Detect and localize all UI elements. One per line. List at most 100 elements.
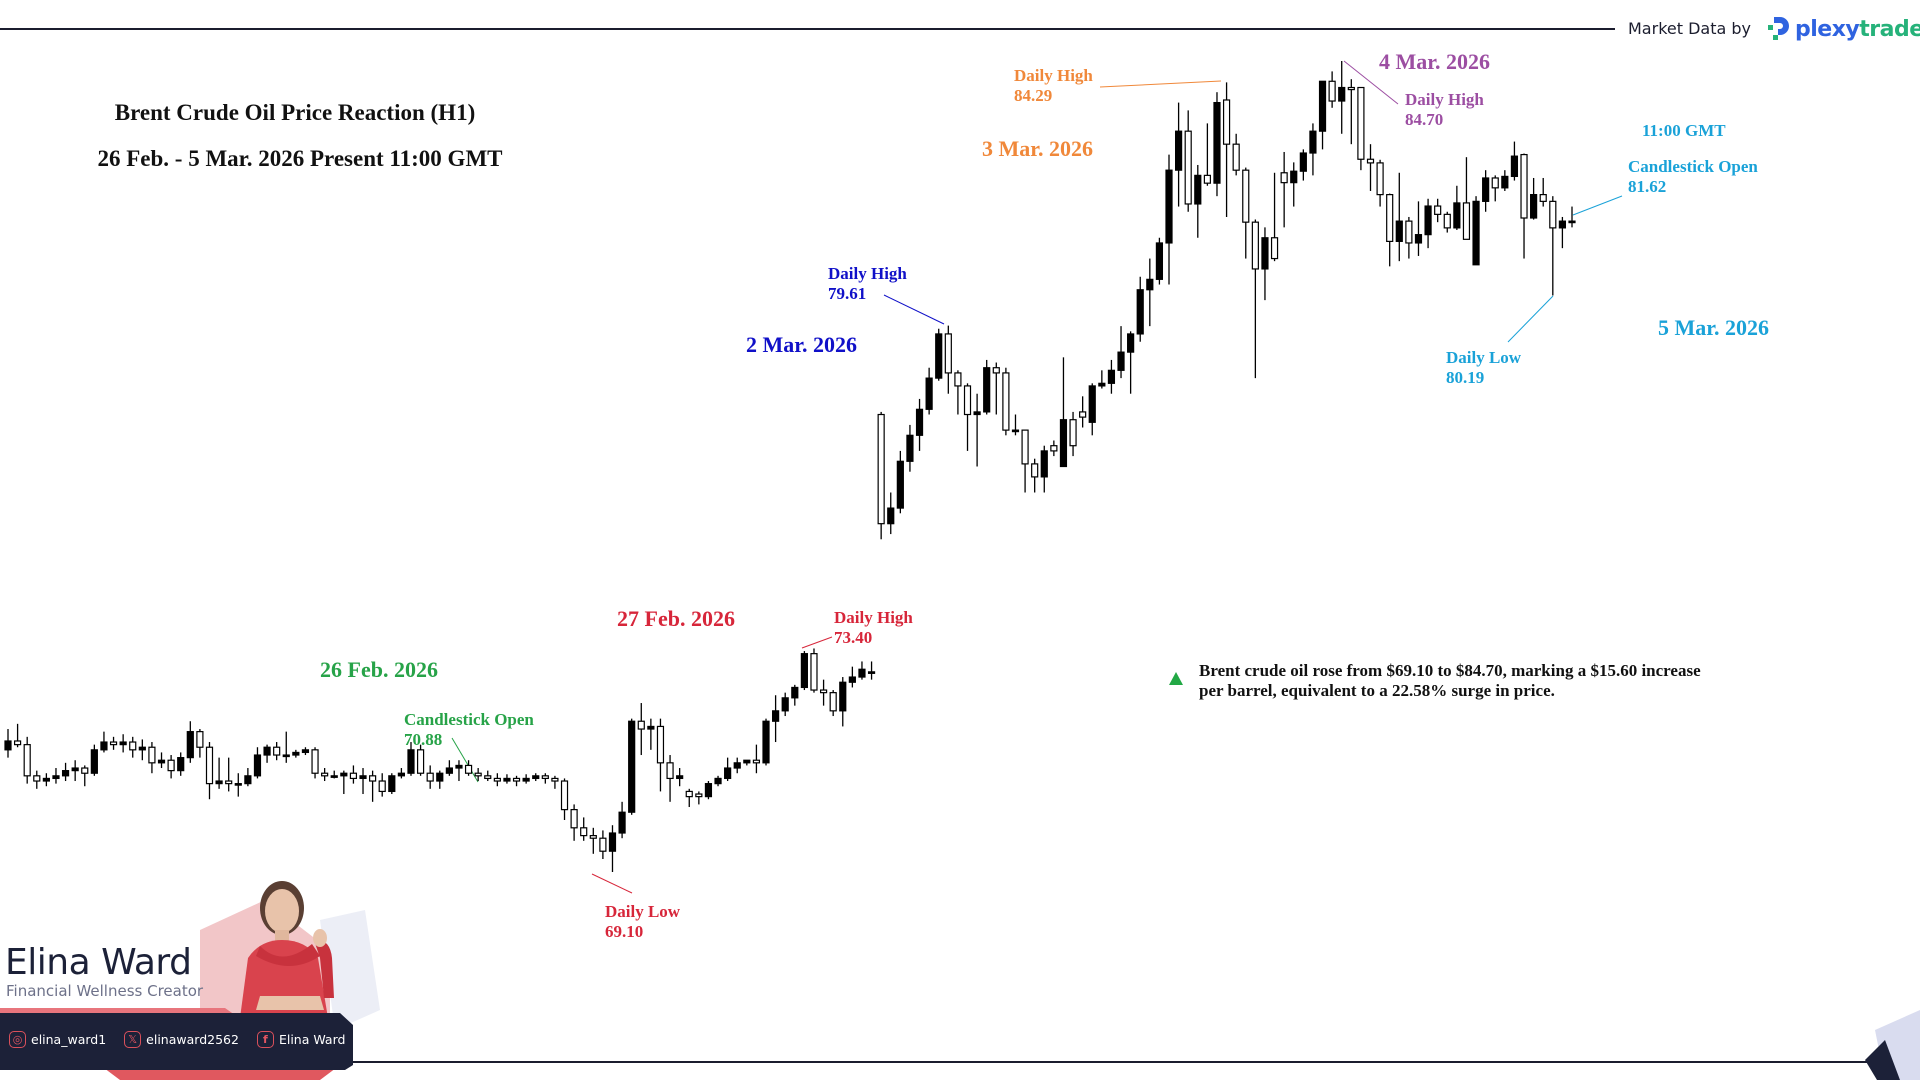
- candle-bearish: [1184, 110, 1192, 212]
- candle-bullish: [263, 744, 271, 763]
- candle-body: [1155, 242, 1164, 280]
- candle-body: [378, 780, 386, 793]
- candle-bearish: [551, 775, 559, 789]
- candle-body: [1069, 419, 1077, 447]
- candle-body: [1424, 205, 1432, 236]
- candle-body: [1165, 169, 1173, 244]
- candle-bullish: [1213, 92, 1221, 197]
- candle-body: [1453, 202, 1461, 229]
- candle-body: [1347, 86, 1355, 91]
- candle-body: [1088, 385, 1096, 423]
- candle-bearish: [877, 411, 885, 540]
- plexytrade-logo[interactable]: plexytrade: [1766, 15, 1920, 43]
- candle-bearish: [685, 788, 693, 808]
- candle-bullish: [90, 744, 98, 776]
- social-handle: elina_ward1: [31, 1032, 107, 1047]
- candle-bullish: [743, 759, 751, 766]
- time-note: 11:00 GMT: [1642, 121, 1726, 140]
- candle-bearish: [954, 370, 962, 415]
- candle-body: [973, 411, 981, 416]
- candle-body: [762, 720, 770, 764]
- candle-body: [1222, 99, 1231, 145]
- candle-body: [628, 720, 636, 813]
- candle-bearish: [416, 744, 425, 776]
- social-x[interactable]: 𝕏 elinaward2562: [124, 1031, 239, 1048]
- candle-bearish: [1347, 79, 1355, 145]
- candle-body: [1050, 445, 1058, 452]
- social-instagram[interactable]: ◎ elina_ward1: [9, 1031, 106, 1048]
- candle-bearish: [1222, 82, 1231, 217]
- annotation-label: Candlestick Open: [1628, 157, 1758, 176]
- candle-bullish: [330, 770, 338, 779]
- candle-body: [1366, 158, 1375, 164]
- annotation-high-84-70: Daily High 84.70: [1405, 90, 1484, 130]
- candle-bearish: [225, 757, 233, 792]
- candle-body: [704, 783, 713, 798]
- candle-bearish: [819, 679, 828, 706]
- social-facebook[interactable]: f Elina Ward: [256, 1031, 346, 1048]
- candle-bearish: [829, 690, 837, 717]
- social-handle: Elina Ward: [278, 1032, 346, 1047]
- candle-body: [100, 741, 108, 751]
- candle-body: [1299, 152, 1307, 172]
- candle-bearish: [1242, 167, 1250, 259]
- candle-body: [608, 832, 617, 852]
- candle-bullish: [1424, 198, 1432, 249]
- candle-body: [186, 731, 194, 759]
- annotation-low-69-10: Daily Low 69.10: [605, 902, 680, 942]
- logo-text-trade: trade: [1859, 16, 1920, 42]
- social-handle: elinaward2562: [146, 1032, 239, 1047]
- candle-body: [349, 772, 358, 780]
- candle-body: [1117, 351, 1125, 371]
- candle-bullish: [1472, 196, 1480, 266]
- candle-bullish: [244, 768, 252, 787]
- candle-bullish: [1318, 80, 1327, 150]
- candle-bullish: [1510, 141, 1519, 181]
- candle-bullish: [1059, 357, 1068, 468]
- day-label-26-feb: 26 Feb. 2026: [320, 657, 438, 682]
- candle-body: [215, 780, 223, 785]
- candle-body: [407, 749, 415, 774]
- candle-body: [1184, 130, 1192, 205]
- candle-bearish: [1462, 157, 1471, 240]
- candle-bullish: [800, 651, 808, 691]
- candle-bearish: [963, 383, 972, 451]
- candle-body: [493, 777, 501, 782]
- candle-bullish: [1290, 162, 1298, 207]
- candle-bullish: [848, 666, 856, 688]
- candle-body: [61, 770, 70, 777]
- candle-bullish: [532, 773, 540, 782]
- candle-body: [148, 746, 156, 764]
- candle-body: [1318, 80, 1327, 132]
- candle-body: [426, 772, 434, 782]
- candle-bullish: [733, 757, 741, 774]
- candle-bearish: [148, 742, 156, 774]
- candle-body: [1175, 130, 1183, 171]
- candle-bullish: [858, 661, 866, 680]
- candle-bullish: [925, 367, 933, 415]
- candle-body: [119, 741, 127, 746]
- candle-bullish: [772, 695, 780, 743]
- candle-body: [570, 809, 578, 829]
- candle-body: [71, 767, 79, 772]
- candle-body: [90, 749, 98, 774]
- candle-bearish: [1270, 172, 1279, 262]
- candle-bearish: [695, 791, 703, 805]
- candle-body: [848, 676, 856, 683]
- candle-body: [1539, 194, 1547, 202]
- leader-line-high-84-70: [1343, 60, 1399, 105]
- annotation-high-84-29: Daily High 84.29: [1014, 66, 1093, 106]
- annotation-value: 84.29: [1014, 86, 1053, 105]
- candle-body: [1568, 220, 1576, 224]
- candle-body: [455, 764, 463, 769]
- candle-body: [1270, 237, 1279, 260]
- candle-bearish: [1079, 396, 1087, 428]
- candle-body: [282, 754, 290, 758]
- candle-bearish: [580, 817, 588, 841]
- candle-body: [1558, 220, 1567, 229]
- candle-bullish: [839, 677, 847, 727]
- candle-bullish: [1165, 154, 1173, 285]
- candle-bullish: [1395, 172, 1403, 262]
- candle-body: [263, 746, 271, 756]
